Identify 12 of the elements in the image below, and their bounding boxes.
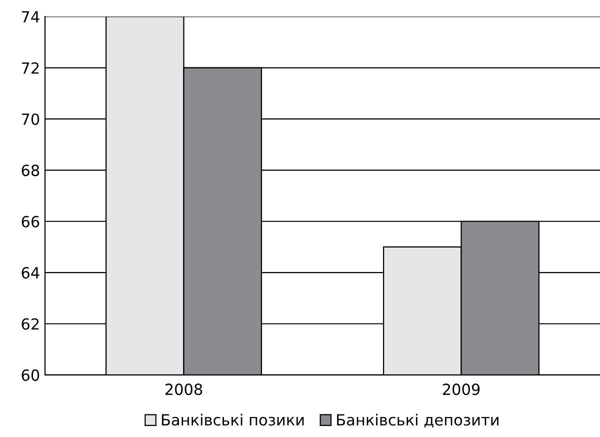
legend-label: Банківські депозити [337, 414, 498, 428]
x-tick-label: 2009 [442, 384, 480, 396]
y-tick-label: 66 [22, 216, 40, 228]
y-tick-label: 62 [22, 318, 39, 330]
y-tick-label: 74 [22, 11, 40, 22]
y-tick-label: 70 [22, 113, 40, 126]
y-tick-label: 68 [22, 164, 40, 176]
y-tick-label: 60 [22, 369, 40, 381]
legend-label: Банківські позики [162, 414, 304, 426]
y-tick-label: 72 [22, 62, 39, 74]
y-tick-label: 64 [22, 267, 40, 279]
x-tick-label: 2008 [165, 384, 202, 396]
